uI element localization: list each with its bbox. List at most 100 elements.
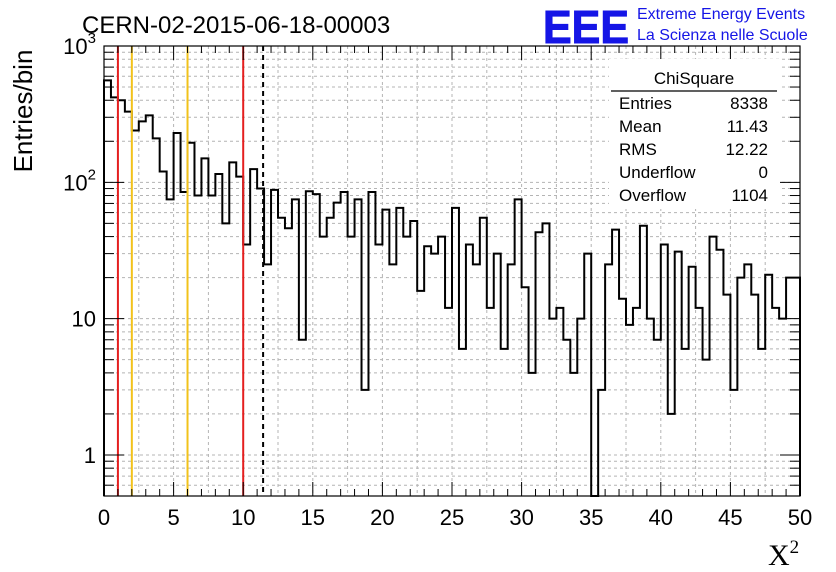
x-axis-title-sup: 2 [790,537,800,558]
stats-title: ChiSquare [654,69,734,88]
brand-line-1: Extreme Energy Events [637,6,805,23]
histogram-bar [313,194,320,496]
histogram-bar [368,192,375,496]
x-tick-labels: 0 5 10 15 20 25 30 35 40 45 50 [98,505,812,530]
histogram-bar [577,319,584,496]
histogram-bar [459,349,466,496]
histogram-bar [466,244,473,496]
histogram-bar [779,319,786,496]
histogram-bar [452,208,459,496]
x-tick-label: 0 [98,505,110,530]
histogram-bar [396,208,403,496]
histogram-bar [438,237,445,496]
brand-line-2: La Scienza nelle Scuole [637,27,808,44]
x-tick-label: 40 [649,505,673,530]
histogram-bar [139,121,146,496]
histogram-bar [208,196,215,496]
histogram-bar [737,278,744,496]
x-axis-title: X2 [768,537,799,572]
histogram-bar [355,199,362,496]
x-tick-label: 25 [440,505,464,530]
histogram-bar [194,196,201,496]
histogram-bar [236,177,243,496]
x-tick-label: 45 [718,505,742,530]
histogram-bar [584,254,591,496]
histogram-bar [299,340,306,496]
histogram-bar [257,189,264,496]
y-axis-title: Entries/bin [8,50,38,173]
histogram-bar [417,291,424,496]
histogram-bar [125,112,132,496]
histogram-bar [278,218,285,496]
histogram-bar [675,252,682,496]
stats-row-label: Mean [619,117,662,136]
x-tick-label: 5 [167,505,179,530]
histogram-bar [626,325,633,496]
histogram-bar [160,172,167,496]
histogram-bar [243,244,250,496]
histogram-bar [529,373,536,496]
histogram-bar [181,192,188,496]
histogram-bar [765,275,772,496]
histogram-bar [215,174,222,496]
x-tick-label: 10 [231,505,255,530]
stats-row-value: 12.22 [725,140,768,159]
histogram-bar [563,340,570,496]
histogram-bar [431,254,438,496]
histogram-bar [362,390,369,496]
x-axis-title-base: X [768,539,790,572]
histogram-bar [146,115,153,496]
histogram-bar [682,349,689,496]
stats-box: ChiSquare Entries 8338 Mean 11.43 RMS 12.22 Un… [609,59,779,209]
histogram-bar [730,390,737,496]
y-tick-labels: 1 10 102 103 [63,30,96,468]
histogram-bar [403,237,410,496]
histogram-bar [612,230,619,496]
stats-row-value: 0 [759,163,768,182]
histogram-bar [549,319,556,496]
eee-logo-mark: EEE [543,1,629,53]
histogram-bar [341,192,348,496]
histogram-bar [153,138,160,496]
histogram-bar [111,97,118,496]
histogram-bar [285,228,292,496]
histogram-outline [103,79,801,497]
stats-row-value: 8338 [730,94,768,113]
histogram-bar [786,278,793,496]
stats-row-label: Overflow [619,186,687,205]
stats-row-label: RMS [619,140,657,159]
histogram-bar [536,232,543,496]
histogram-bar [250,169,257,496]
histogram-bar [320,237,327,496]
axis-ticks [103,45,801,497]
x-tick-label: 35 [579,505,603,530]
y-tick-label: 103 [63,30,96,59]
histogram-bar [327,218,334,496]
histogram-bar [501,349,508,496]
x-tick-label: 15 [301,505,325,530]
histogram-bar [494,254,501,496]
stats-rows: Entries 8338 Mean 11.43 RMS 12.22 Underflow 0 Ov… [619,94,768,205]
histogram-bar [619,299,626,496]
histogram-bar [174,133,181,496]
histogram-bar [118,100,125,496]
histogram-bar [375,244,382,496]
histogram-bar [654,340,661,496]
histogram-bar [480,218,487,496]
histogram-bar [661,244,668,496]
histogram-bar [640,226,647,496]
histogram-bar [292,199,299,496]
chart-title: CERN-02-2015-06-18-00003 [82,12,390,39]
histogram-bar [348,237,355,496]
histogram-bar [271,190,278,496]
histogram-bar [793,278,800,496]
histogram-bar [758,349,765,496]
histogram-bar [570,373,577,496]
histogram-bar [424,246,431,496]
stats-row-value: 1104 [731,186,768,205]
histogram-bar [703,360,710,496]
histogram-bar [710,237,717,496]
histogram-bar [647,319,654,496]
histogram-bar [201,158,208,496]
